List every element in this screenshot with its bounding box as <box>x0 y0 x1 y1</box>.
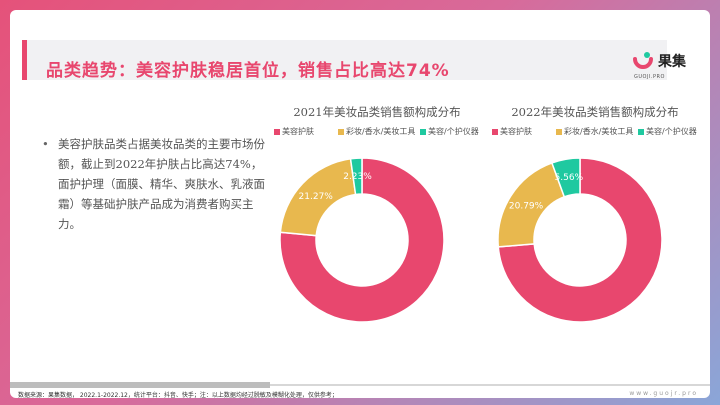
data-label: 5.56% <box>555 173 584 183</box>
data-label: 21.27% <box>299 192 334 202</box>
site-url: www.guojr.pro <box>629 390 698 397</box>
logo-mark-icon <box>633 52 653 69</box>
chart-title: 2022年美妆品类销售额构成分布 <box>511 105 679 119</box>
slice-device <box>349 157 363 196</box>
chart-title: 2021年美妆品类销售额构成分布 <box>293 105 461 119</box>
legend-item-makeup: 彩妆/香水/美妆工具 <box>338 126 415 137</box>
donut-chart-2022: 2022年美妆品类销售额构成分布 美容护肤 彩妆/香水/美妆工具 美容/个护仪器… <box>490 104 700 334</box>
data-label: 2.23% <box>343 172 372 182</box>
slice-skincare <box>497 157 663 323</box>
page-title: 品类趋势：美容护肤稳居首位，销售占比高达74% <box>46 61 450 81</box>
slice-device <box>550 157 581 198</box>
brand-logo: 果集 GUOJI.PRO <box>632 50 692 86</box>
data-source-note: 数据来源：果集数据， 2022.1-2022.12，统计平台：抖音、快手；注：以… <box>18 392 338 398</box>
summary-text: 美容护肤品类占据美妆品类的主要市场份额，截止到2022年护肤占比高达74%，面护… <box>58 137 265 231</box>
data-label: 20.79% <box>509 202 544 212</box>
horizontal-scrollbar[interactable] <box>10 384 710 386</box>
legend-item-skincare: 美容护肤 <box>274 126 314 137</box>
legend-item-device: 美容/个护仪器 <box>420 126 479 137</box>
logo-text: 果集 <box>658 54 686 70</box>
bullet-dot-icon: • <box>42 137 49 151</box>
slice-skincare <box>279 157 445 323</box>
logo-subtext: GUOJI.PRO <box>634 74 665 80</box>
data-label: 73.66% <box>638 313 673 323</box>
scrollbar-thumb[interactable] <box>10 382 270 388</box>
donut-chart-2021: 2021年美妆品类销售额构成分布 美容护肤 彩妆/香水/美妆工具 美容/个护仪器… <box>272 104 482 334</box>
slide: 品类趋势：美容护肤稳居首位，销售占比高达74% 果集 GUOJI.PRO • 美… <box>10 10 710 398</box>
legend-item-skincare: 美容护肤 <box>492 126 532 137</box>
legend-item-device: 美容/个护仪器 <box>638 126 697 137</box>
summary-bullet: • 美容护肤品类占据美妆品类的主要市场份额，截止到2022年护肤占比高达74%，… <box>42 134 268 234</box>
donut-svg: 73.66% 20.79% 5.56% <box>497 157 673 323</box>
title-bar <box>22 40 667 80</box>
donut-svg: 76.50% 21.27% 2.23% <box>279 157 451 327</box>
legend-item-makeup: 彩妆/香水/美妆工具 <box>556 126 633 137</box>
data-label: 76.50% <box>416 317 451 327</box>
